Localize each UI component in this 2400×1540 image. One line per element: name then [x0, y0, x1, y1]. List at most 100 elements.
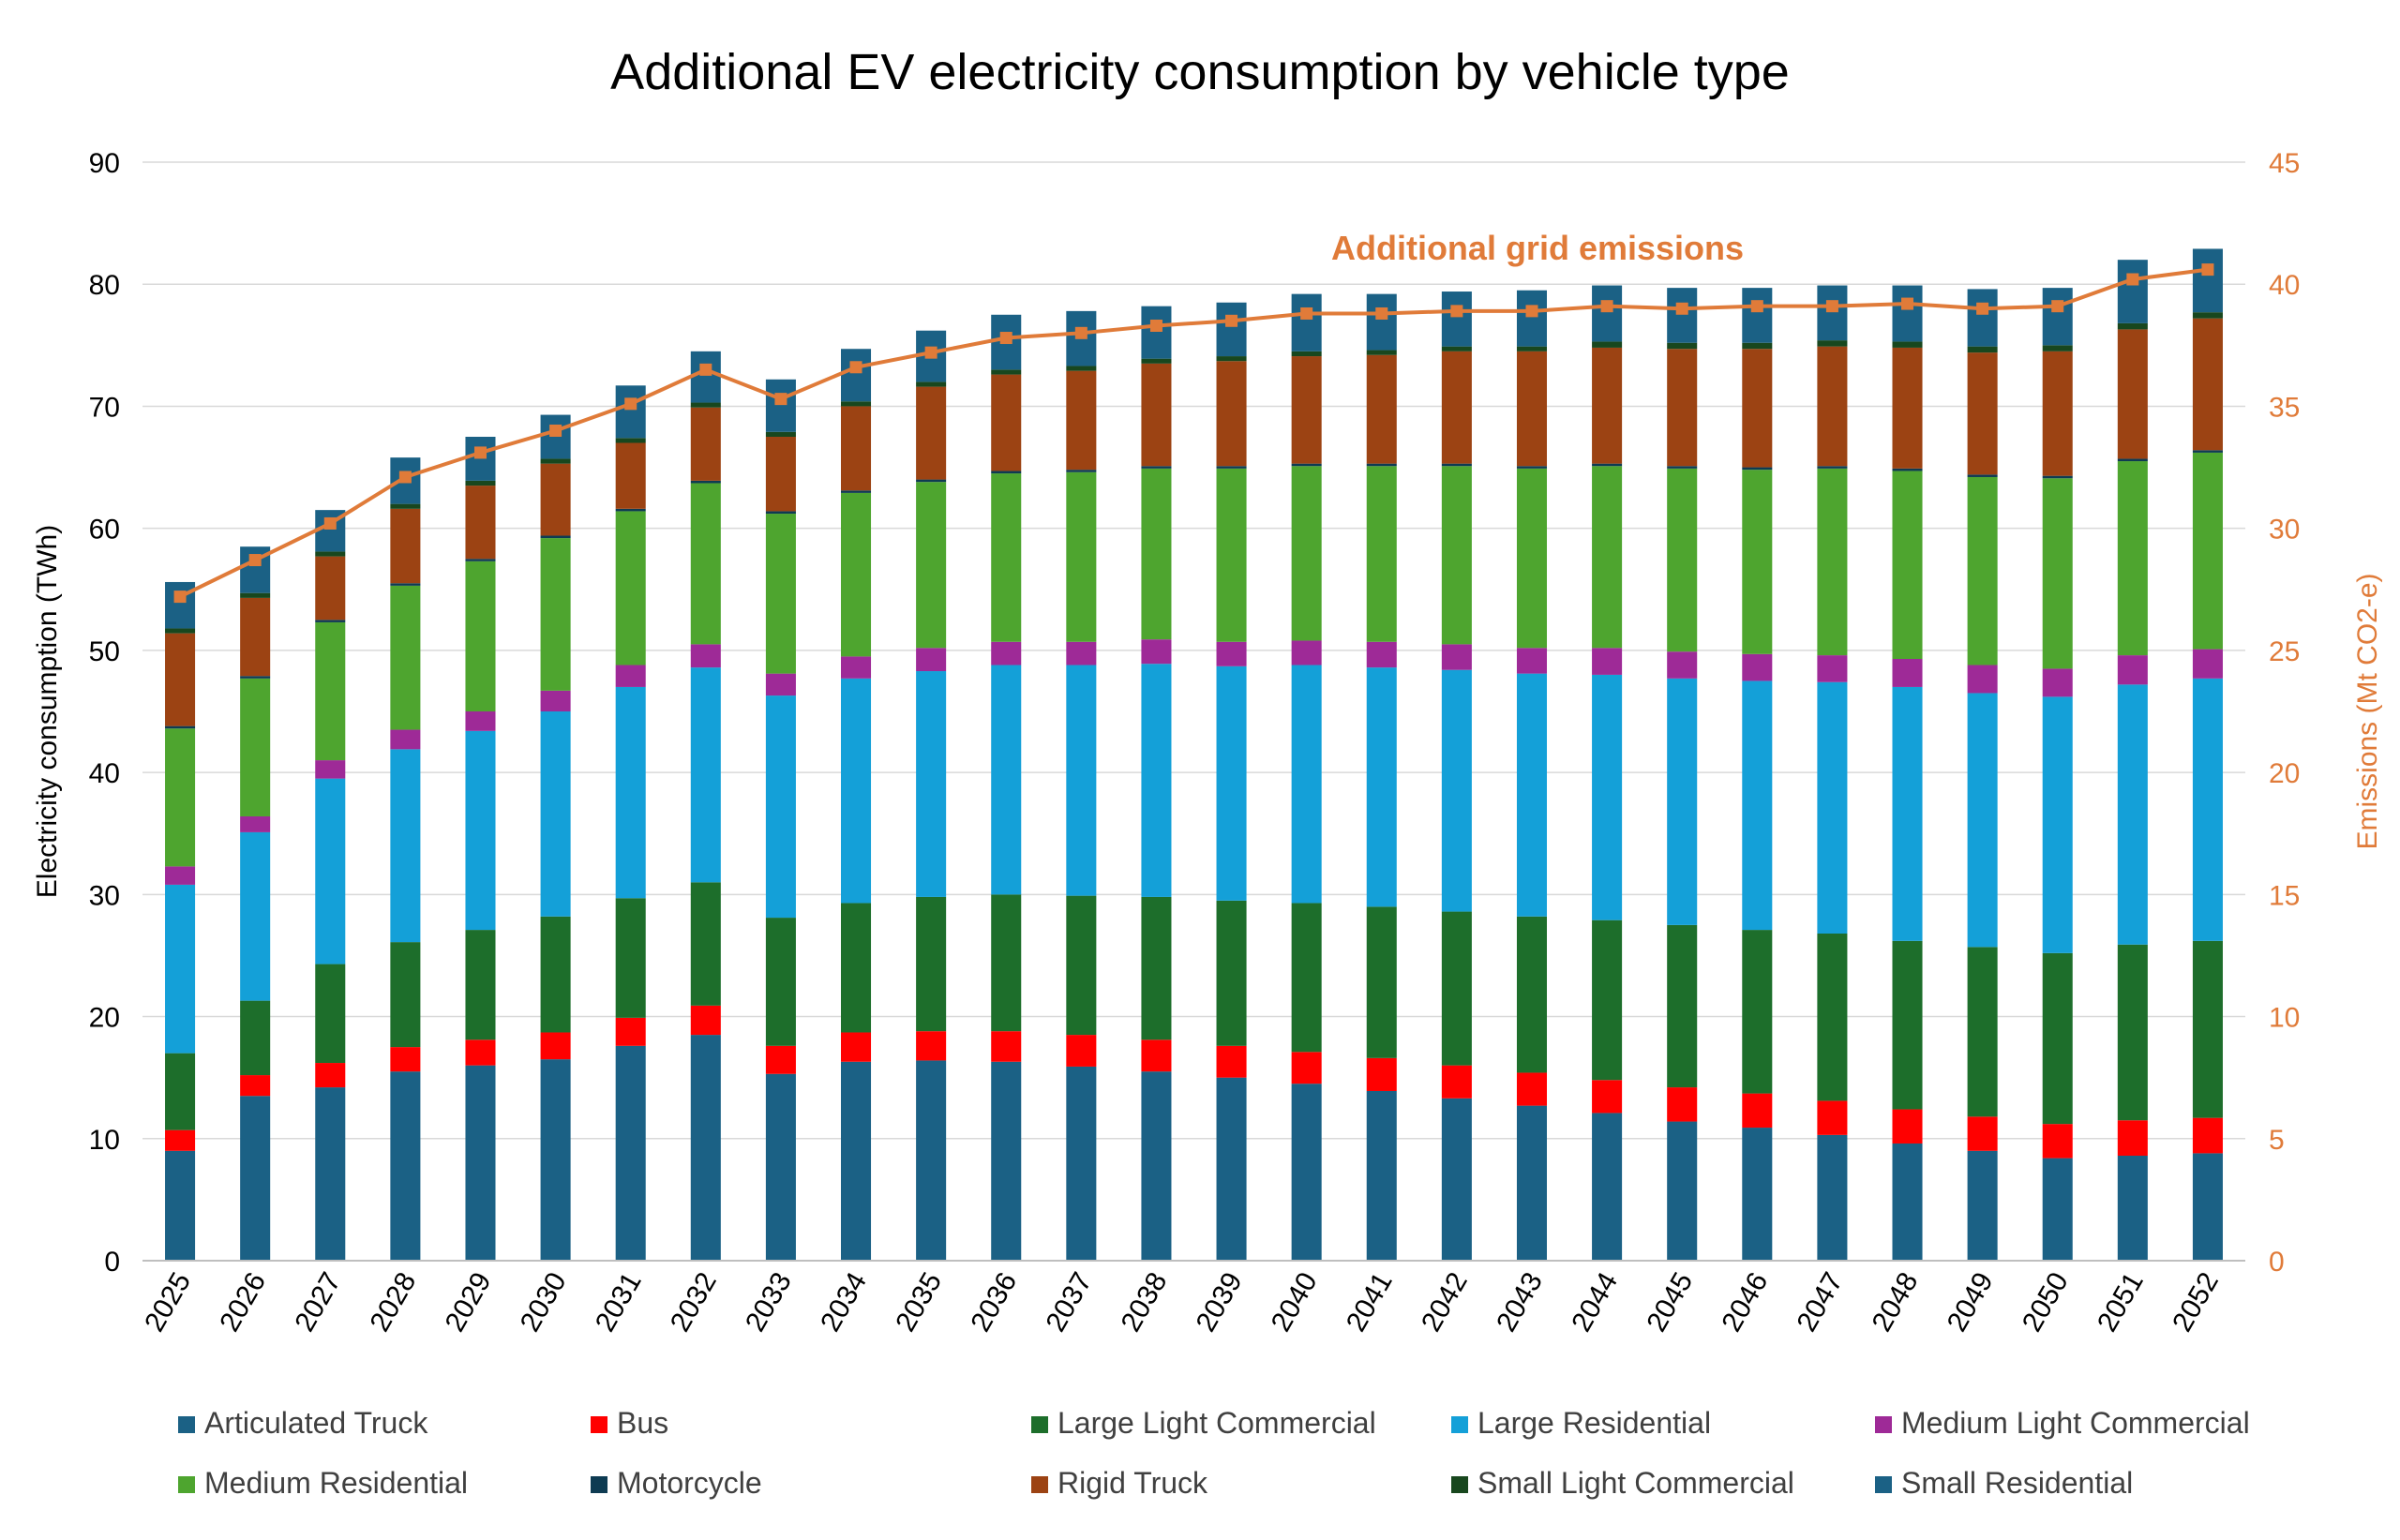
bar-segment	[1667, 651, 1698, 679]
bar-segment	[240, 831, 271, 1001]
bar-segment	[1291, 356, 1322, 464]
bar-segment	[540, 711, 571, 917]
x-tick-label: 2047	[1792, 1267, 1850, 1337]
bar-segment	[165, 1053, 196, 1130]
bar-segment	[1817, 468, 1848, 656]
bar-segment	[2042, 351, 2073, 476]
legend-swatch	[178, 1476, 195, 1493]
emissions-marker	[2051, 300, 2064, 313]
bar-segment	[1141, 639, 1172, 665]
legend-swatch	[1451, 1476, 1468, 1493]
emissions-marker	[248, 554, 262, 567]
bar-segment	[1441, 351, 1472, 464]
bar-segment	[615, 385, 646, 439]
bar-segment	[1967, 1150, 1998, 1261]
bar-segment	[1742, 288, 1773, 343]
x-tick-label: 2046	[1716, 1267, 1774, 1337]
bar-segment	[916, 1031, 947, 1061]
bar-segment	[615, 1017, 646, 1046]
bar-segment	[2117, 944, 2148, 1121]
bar-segment	[1817, 346, 1848, 467]
x-tick-label: 2051	[2092, 1267, 2150, 1337]
bar-segment	[1592, 1080, 1623, 1114]
bar-segment	[2117, 461, 2148, 656]
bar-segment	[1742, 470, 1773, 654]
emissions-marker	[173, 591, 187, 604]
emissions-marker	[1525, 305, 1538, 318]
bar-segment	[2117, 684, 2148, 945]
bar-segment	[1742, 1128, 1773, 1261]
x-tick-label: 2037	[1040, 1267, 1098, 1337]
bar-segment	[1667, 288, 1698, 343]
bar-segment	[465, 480, 496, 486]
x-tick-label: 2025	[139, 1267, 197, 1337]
bar-segment	[1817, 285, 1848, 341]
bar-segment	[615, 898, 646, 1018]
emissions-marker	[1300, 307, 1313, 320]
bar-segment	[390, 585, 421, 730]
bar-segment	[1516, 648, 1548, 674]
bar-segment	[615, 508, 646, 512]
x-tick-label: 2026	[214, 1267, 272, 1337]
bar-segment	[1592, 1113, 1623, 1261]
bar-segment	[165, 633, 196, 726]
bar-segment	[1817, 1100, 1848, 1135]
bar-segment	[765, 431, 796, 437]
bar-segment	[1817, 1134, 1848, 1261]
x-tick-label: 2045	[1641, 1267, 1699, 1337]
bar-segment	[315, 1087, 346, 1261]
bar-segment	[2192, 940, 2223, 1118]
emissions-marker	[473, 446, 487, 459]
bar-segment	[1817, 681, 1848, 934]
emissions-marker	[1901, 297, 1914, 310]
bar-segment	[690, 667, 721, 883]
emissions-marker	[699, 363, 712, 376]
bar-segment	[465, 437, 496, 481]
emissions-marker	[2201, 263, 2214, 277]
bar-segment	[916, 482, 947, 649]
bar-segment	[2192, 649, 2223, 679]
bar-segment	[1141, 306, 1172, 359]
bar-segment	[840, 349, 872, 402]
bar-segment	[390, 729, 421, 750]
emissions-marker	[1976, 302, 1989, 315]
bar-segment	[690, 402, 721, 408]
bar-segment	[2117, 458, 2148, 462]
bar-segment	[1216, 361, 1247, 467]
bar-segment	[991, 894, 1022, 1032]
bar-segment	[165, 581, 196, 629]
bar-segment	[1291, 903, 1322, 1053]
bar-segment	[1892, 471, 1923, 660]
emissions-marker	[398, 471, 412, 484]
bar-segment	[540, 535, 571, 539]
bar-segment	[240, 1096, 271, 1261]
bar-segment	[390, 503, 421, 509]
x-tick-label: 2034	[815, 1267, 873, 1337]
bar-segment	[991, 1031, 1022, 1062]
bar-segment	[540, 458, 571, 464]
legend-swatch	[1031, 1416, 1048, 1433]
bar-segment	[1516, 468, 1548, 649]
bar-segment	[1667, 1087, 1698, 1122]
bar-segment	[1066, 895, 1097, 1036]
bar-segment	[1592, 341, 1623, 348]
bar-segment	[615, 665, 646, 687]
bar-segment	[1892, 1143, 1923, 1261]
bar-segment	[465, 730, 496, 931]
bar-segment	[2192, 248, 2223, 313]
legend-swatch	[591, 1476, 608, 1493]
bar-segment	[1216, 302, 1247, 357]
bar-segment	[315, 621, 346, 761]
bar-segment	[1892, 659, 1923, 687]
bar-segment	[840, 490, 872, 493]
bar-segment	[540, 414, 571, 459]
legend: Articulated Truck Bus Large Light Commerci…	[178, 1406, 2250, 1500]
y-tick-label: 30	[89, 880, 120, 911]
bar-segment	[1366, 466, 1397, 642]
emissions-marker	[774, 393, 788, 406]
bar-segment	[1441, 1065, 1472, 1099]
bar-segment	[690, 480, 721, 484]
bar-segment	[2192, 450, 2223, 453]
bar-segment	[1366, 350, 1397, 355]
